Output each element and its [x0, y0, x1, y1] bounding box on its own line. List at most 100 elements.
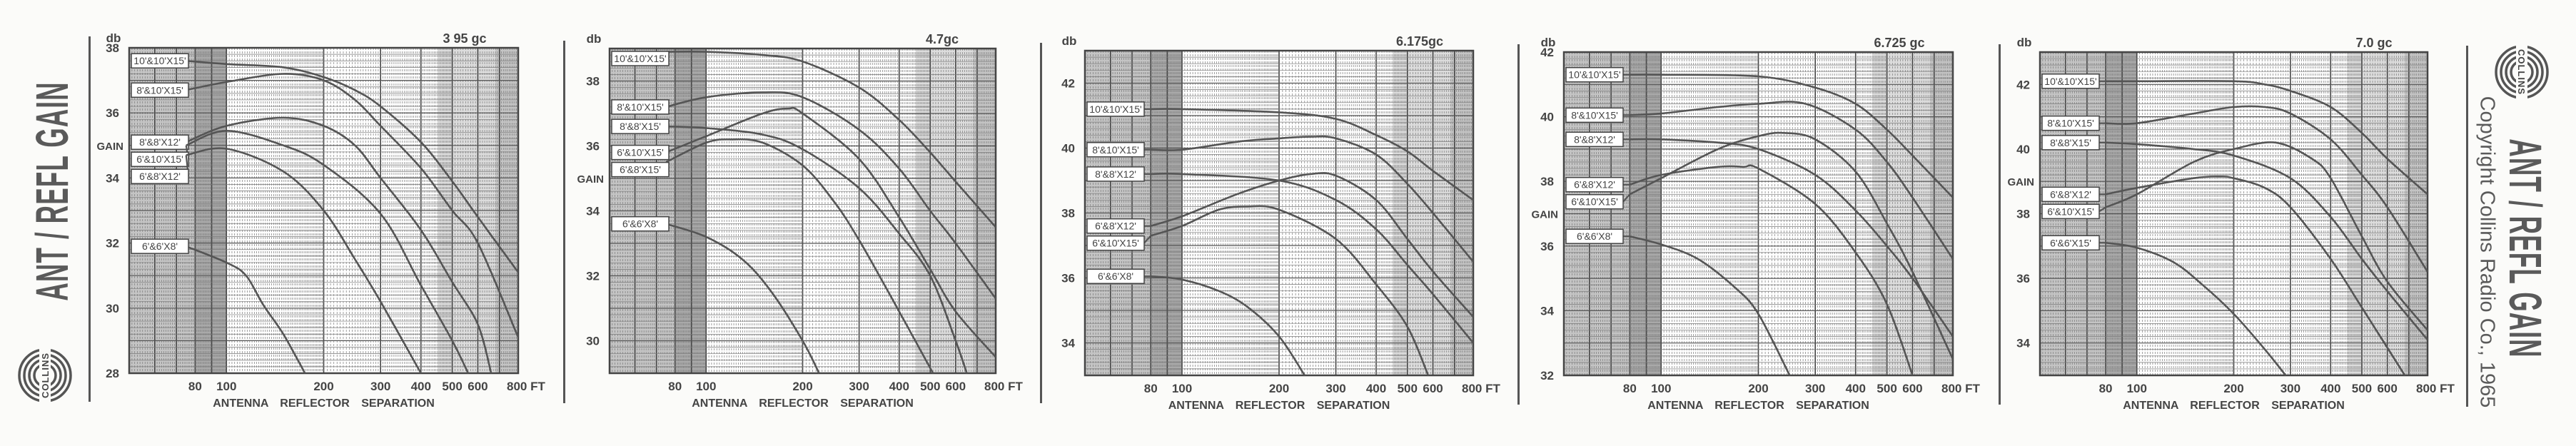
series-line: [186, 129, 470, 373]
series-line: [1151, 108, 1473, 201]
series-label-box: [131, 53, 189, 69]
x-tick-label: 400: [411, 380, 431, 393]
x-tick-label: 500: [1398, 382, 1418, 395]
y-tick-label: 38: [586, 75, 600, 88]
x-tick-label: 800 FT: [1462, 382, 1500, 395]
series-label-box: [611, 51, 670, 66]
x-tick-label: 100: [2127, 382, 2147, 395]
chart-panel-0: 10'&10'X15' 8'&10'X15' 8'&8'X12' 6'&10'X15'…: [97, 31, 546, 410]
x-tick-label: 600: [2377, 382, 2397, 395]
y-tick-label: 38: [1061, 207, 1075, 221]
series-line: [665, 91, 996, 300]
series-line: [2106, 80, 2428, 196]
grid: [1564, 52, 1953, 375]
y-tick-label: 38: [2016, 208, 2030, 221]
y-tick-label: 36: [106, 106, 119, 120]
series-line: [186, 116, 493, 373]
series-label-box: [131, 82, 189, 98]
series-label: 6'&10'X15': [136, 153, 183, 165]
x-axis-label: ANTENNA REFLECTOR SEPARATION: [692, 397, 914, 410]
x-tick-label: 500: [2352, 382, 2372, 395]
series-line: [666, 50, 996, 228]
series-label: 6'&6'X8': [1577, 230, 1612, 242]
separator-line: [89, 36, 91, 402]
series-label: 6'&6'X8': [1098, 270, 1133, 282]
series-label-box: [2041, 186, 2100, 203]
series-line: [1630, 235, 1791, 375]
series-label: 6'&10'X15': [1571, 196, 1618, 208]
x-tick-label: 500: [1877, 382, 1896, 395]
plot-frame: [2039, 51, 2429, 377]
y-unit-label: db: [1062, 34, 1077, 48]
series-label: 6'&10'X15': [617, 147, 664, 158]
series-line: [2105, 176, 2406, 375]
y-tick-label: 40: [2016, 143, 2030, 156]
series-label-box: [131, 134, 189, 150]
plot-frame: [1084, 49, 1475, 377]
series-label-box: [1086, 166, 1145, 182]
series-line: [1151, 135, 1473, 263]
x-tick-label: 200: [1748, 382, 1768, 395]
chart-panel-2: 10'&10'X15' 8'&10'X15' 8'&8'X12' 6'&8'X12' 6…: [1061, 34, 1500, 412]
series-label-box: [2041, 74, 2100, 89]
collins-logo: COLLINS: [2495, 44, 2549, 101]
series-line: [2105, 141, 2428, 341]
x-tick-label: 80: [1623, 382, 1637, 395]
separator-line: [1999, 44, 2001, 405]
series-label-box: [1565, 193, 1624, 210]
y-tick-label: 28: [106, 367, 119, 380]
logo-text: COLLINS: [40, 353, 51, 398]
series-label-box: [1565, 228, 1624, 244]
separator-line: [1517, 44, 1520, 405]
y-unit-label: db: [106, 31, 121, 45]
series-line: [665, 223, 820, 373]
x-axis-label: ANTENNA REFLECTOR SEPARATION: [1168, 400, 1390, 412]
y-tick-label: 36: [586, 140, 600, 153]
series-line: [1630, 74, 1953, 198]
series-label: 8'&8'X12': [139, 136, 181, 148]
series-label-box: [131, 168, 189, 184]
series-line: [1630, 138, 1953, 338]
grid: [2040, 52, 2428, 375]
y-tick-label: 34: [1061, 337, 1075, 350]
series-label-box: [131, 151, 189, 167]
series-label: 10'&10'X15': [614, 53, 666, 64]
x-tick-label: 600: [946, 380, 966, 393]
series-label: 6'&10'X15': [2047, 206, 2094, 217]
y-tick-label: 42: [1540, 46, 1554, 59]
series-label: 8'&8'X12': [1095, 168, 1136, 180]
x-tick-label: 600: [1902, 382, 1922, 395]
series-line: [1630, 101, 1953, 260]
series-label-box: [611, 161, 670, 178]
x-tick-label: 80: [2099, 382, 2113, 395]
series-label: 6'&8'X15': [620, 164, 661, 176]
x-tick-label: 300: [849, 380, 869, 393]
y-tick-label: 42: [2016, 78, 2030, 91]
series-label-box: [1086, 142, 1145, 158]
series-label: 8'&10'X15': [1571, 109, 1618, 121]
series-label: 8'&8'X15': [620, 121, 661, 132]
y-tick-label: 36: [1540, 240, 1554, 253]
series-line: [186, 73, 518, 338]
series-label: 6'&6'X8': [142, 240, 178, 252]
series-label: 6'&6'X8': [622, 218, 658, 230]
x-tick-label: 80: [1144, 382, 1158, 395]
x-tick-label: 300: [2280, 382, 2300, 395]
series-label-box: [611, 118, 670, 134]
y-tick-label: 32: [1540, 369, 1554, 382]
x-tick-label: 800 FT: [984, 380, 1023, 393]
x-axis-label: ANTENNA REFLECTOR SEPARATION: [1647, 400, 1869, 412]
y-tick-label: 34: [106, 171, 119, 185]
series-label: 6'&10'X15': [1092, 238, 1139, 249]
y-tick-label: 38: [1540, 175, 1554, 188]
series-line: [1151, 275, 1305, 375]
series-label-box: [2041, 235, 2100, 251]
series-line: [186, 147, 422, 373]
series-label-box: [1565, 107, 1624, 123]
series-label: 10'&10'X15': [1089, 103, 1141, 115]
x-tick-label: 200: [2223, 382, 2243, 395]
x-tick-label: 100: [1172, 382, 1192, 395]
x-tick-label: 100: [696, 380, 716, 393]
series-line: [2106, 105, 2428, 273]
